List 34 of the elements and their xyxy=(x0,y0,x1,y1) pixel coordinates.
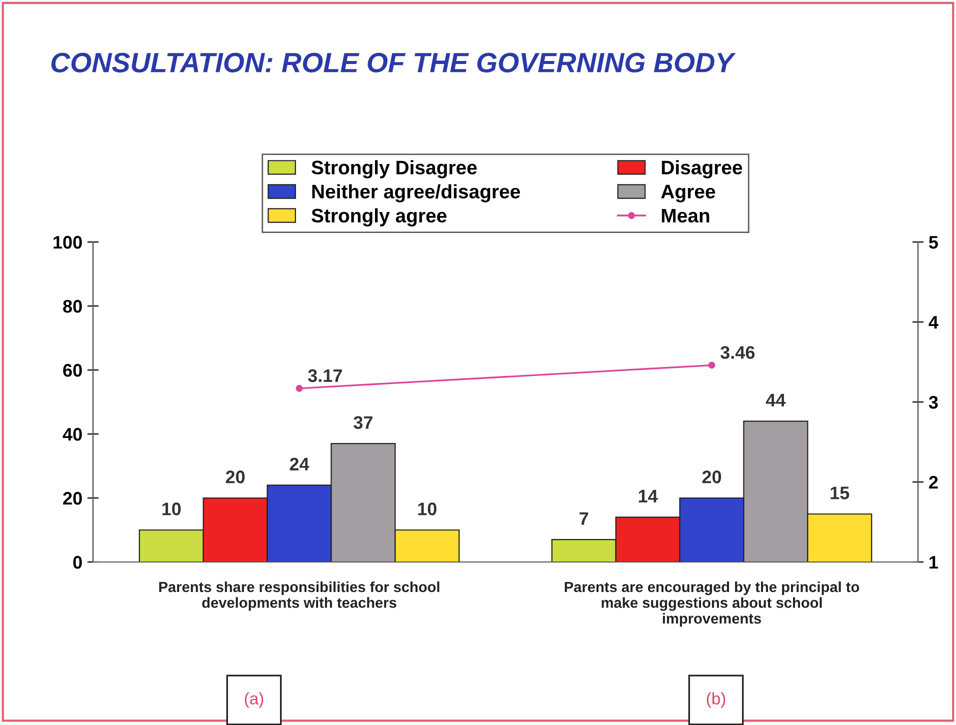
y-tick-label: 0 xyxy=(73,556,82,569)
legend-label: Mean xyxy=(662,208,710,223)
data-label: 20 xyxy=(226,470,245,484)
data-label: 3.17 xyxy=(308,369,342,382)
y2-tick-label: 5 xyxy=(928,236,938,249)
y-tick-label: 100 xyxy=(54,236,82,249)
legend-label: Strongly Disagree xyxy=(312,160,477,178)
data-label: 20 xyxy=(702,470,722,484)
legend-label: Disagree xyxy=(662,160,742,178)
y2-tick-label: 3 xyxy=(928,396,938,409)
y-tick-label: 40 xyxy=(62,428,82,441)
x-tick-label: Parents are encouraged by the principal to make suggestions about school improvements xyxy=(564,581,860,627)
legend-label: Agree xyxy=(661,184,716,202)
legend-label: Neither agree/disagree xyxy=(312,184,520,202)
x-tick-label: Parents share responsibilities for school developments with teachers xyxy=(159,581,440,611)
y2-tick-label: 2 xyxy=(929,476,938,489)
data-label: 15 xyxy=(830,486,850,500)
data-label: 10 xyxy=(418,502,436,516)
data-label: 44 xyxy=(766,394,786,406)
text: (b) xyxy=(706,692,726,708)
data-label: 14 xyxy=(638,490,658,502)
data-label: 3.46 xyxy=(720,346,755,359)
data-label: 7 xyxy=(580,512,588,525)
y2-tick-label: 4 xyxy=(928,316,938,329)
y-tick-label: 60 xyxy=(63,364,82,377)
data-label: 37 xyxy=(354,416,372,429)
data-label: 10 xyxy=(162,502,181,516)
chart-title: CONSULTATION: ROLE OF THE GOVERNING BODY xyxy=(51,52,736,72)
y-tick-label: 20 xyxy=(63,492,82,505)
y2-tick-label: 1 xyxy=(930,556,938,569)
y-tick-label: 80 xyxy=(63,300,82,313)
legend-label: Strongly agree xyxy=(312,208,446,226)
data-label: 24 xyxy=(290,458,310,470)
text: (a) xyxy=(244,692,264,708)
